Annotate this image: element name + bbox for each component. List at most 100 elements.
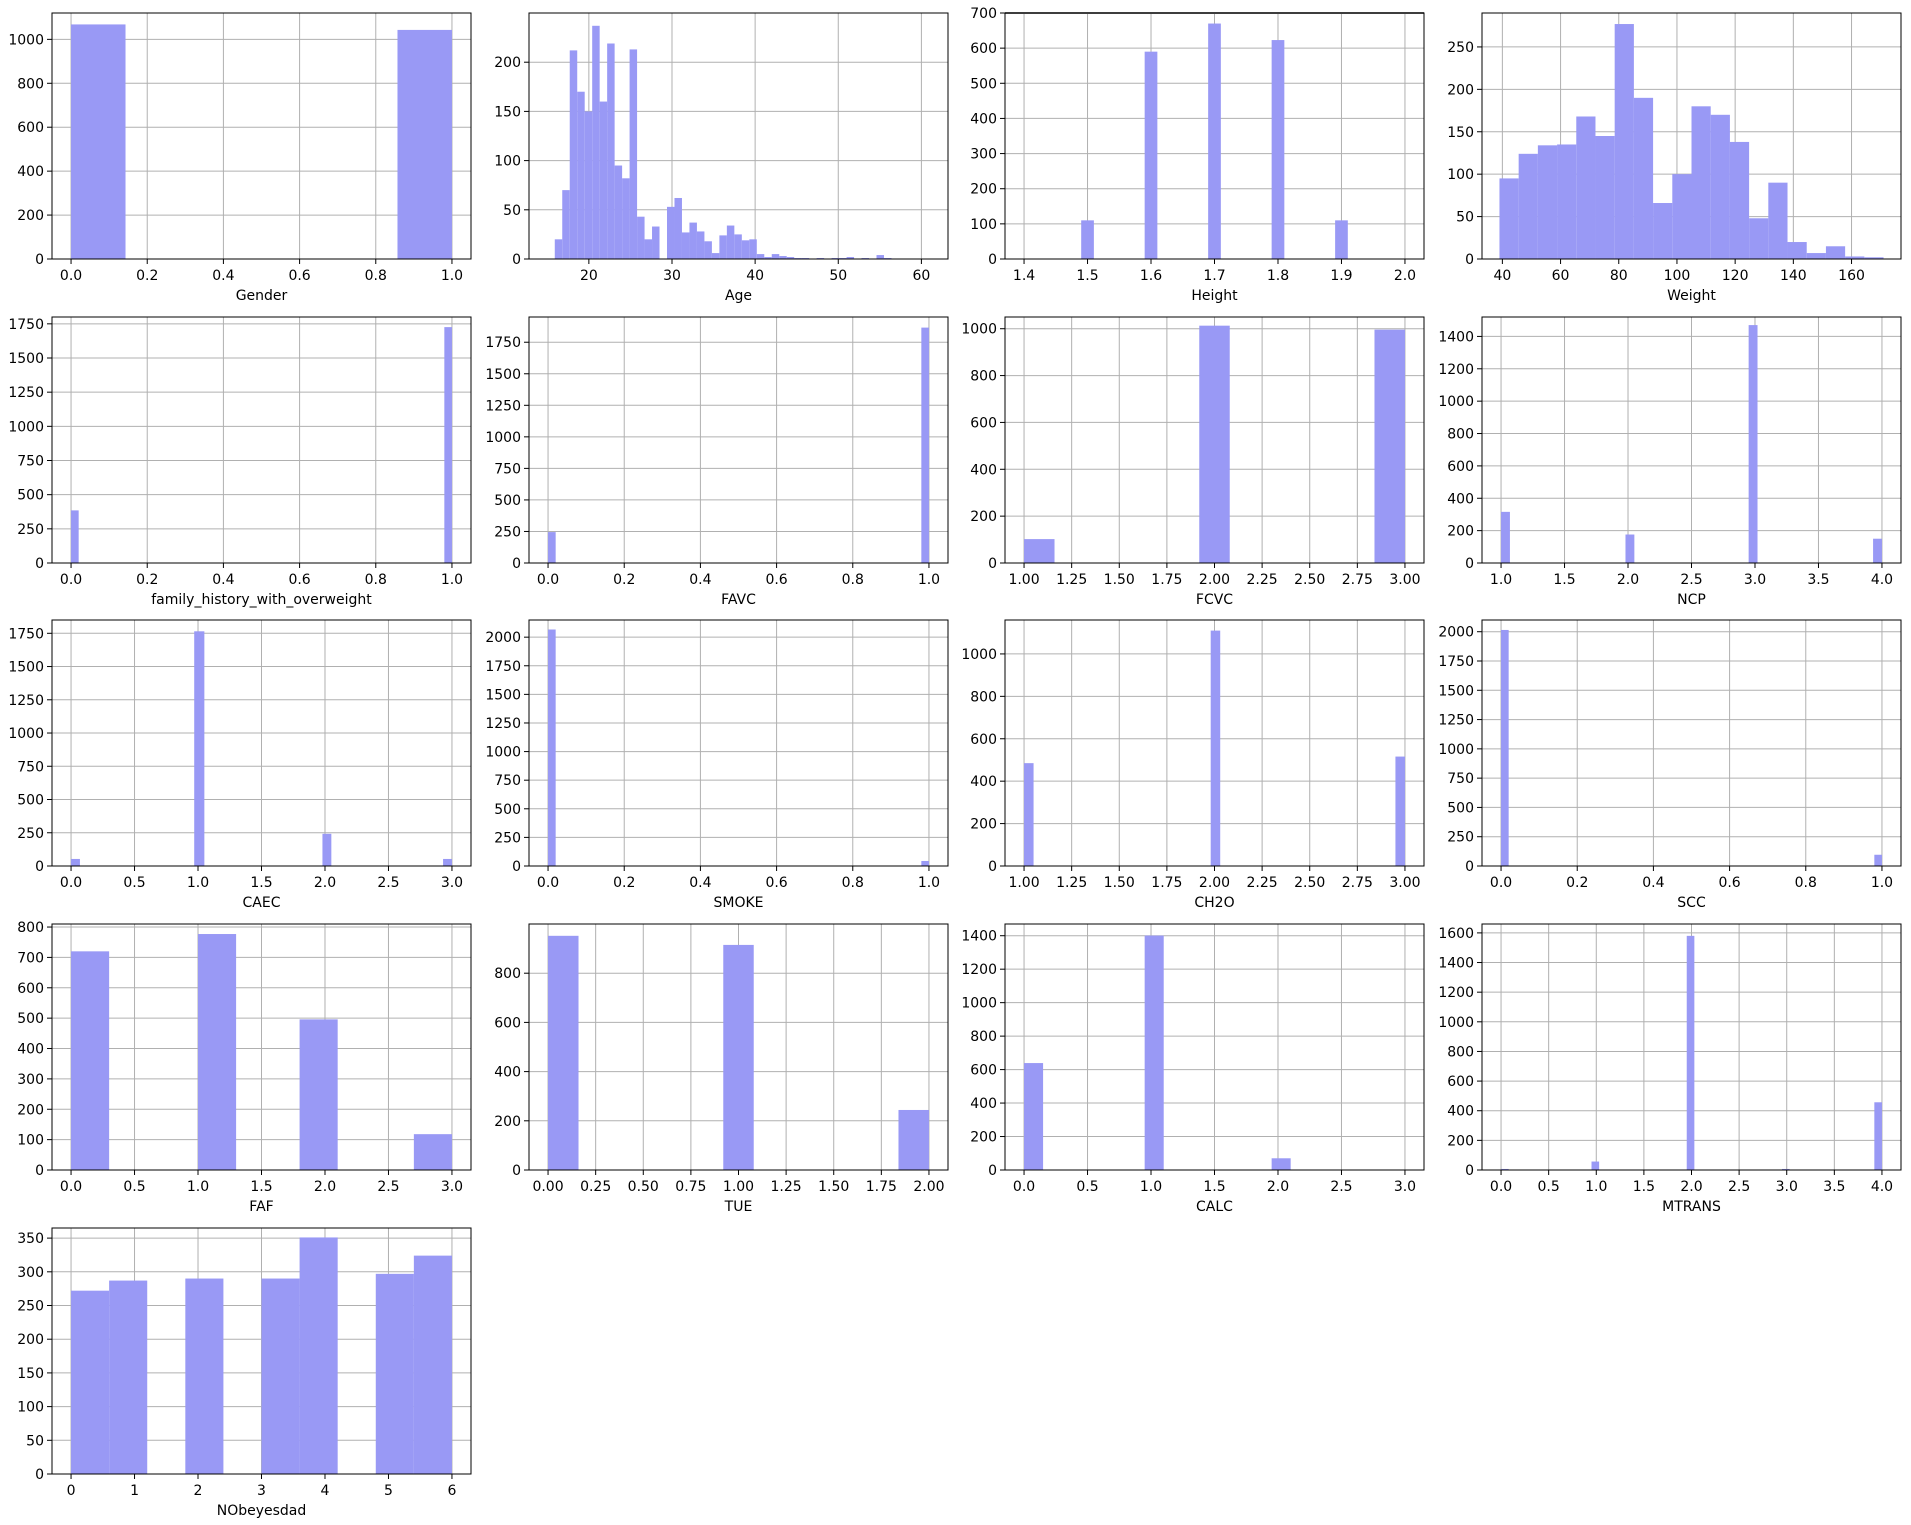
y-tick-label: 200	[970, 182, 997, 198]
x-tick-label: 3.0	[441, 1179, 463, 1195]
histogram-bar	[1335, 220, 1348, 259]
x-tick-label: 2.75	[1342, 875, 1373, 891]
histogram-bar	[1501, 629, 1509, 866]
x-tick-label: 2.25	[1247, 572, 1278, 588]
x-tick-label: 1.5	[1203, 1179, 1225, 1195]
x-tick-label: 1.0	[187, 1179, 209, 1195]
y-tick-label: 0	[1465, 252, 1474, 268]
x-tick-label: 1.5	[250, 1179, 272, 1195]
x-tick-label: 1.6	[1140, 268, 1162, 284]
histogram-bar	[584, 111, 593, 260]
histogram-bar	[719, 235, 727, 259]
y-tick-label: 1500	[8, 660, 44, 676]
x-tick-label: 0.6	[288, 268, 310, 284]
y-tick-label: 200	[494, 55, 521, 71]
x-tick-label: 160	[1838, 268, 1865, 284]
y-tick-label: 500	[1447, 800, 1474, 816]
y-tick-label: 800	[970, 689, 997, 705]
histogram-bar	[1374, 329, 1405, 563]
axes-frame	[528, 12, 949, 260]
histogram-ncp: 1.0 1.5 2.0 2.5 3.0 3.5 4.0 0 200 400 600 800 1000 12…	[1438, 316, 1902, 608]
histogram-bar	[71, 858, 80, 866]
x-tick-label: 1.50	[1104, 572, 1135, 588]
histogram-bar	[644, 239, 653, 259]
histogram-bar	[1691, 106, 1711, 259]
histogram-bar	[667, 206, 675, 259]
y-tick-label: 1200	[961, 962, 997, 978]
x-tick-label: 0.4	[1642, 875, 1664, 891]
x-tick-label: 1.0	[441, 572, 463, 588]
x-tick-label: 0.6	[765, 875, 787, 891]
x-tick-label: 0	[67, 1483, 76, 1499]
histogram-bar	[1501, 1168, 1509, 1170]
x-axis-label: SCC	[1677, 895, 1706, 911]
histogram-weight: 40 60 80 100 120 140 160 0 50 100 150 200 250 Weight	[1447, 12, 1902, 304]
x-tick-label: 1.50	[1104, 875, 1135, 891]
x-tick-label: 1.25	[1056, 572, 1087, 588]
x-tick-label: 20	[580, 268, 598, 284]
x-tick-label: 1.00	[1008, 572, 1039, 588]
y-tick-label: 500	[494, 493, 521, 509]
histogram-bar	[1024, 539, 1055, 563]
x-tick-label: 0.6	[1718, 875, 1740, 891]
x-tick-label: 1.7	[1203, 268, 1225, 284]
x-tick-label: 3.0	[1394, 1179, 1416, 1195]
y-tick-label: 1250	[485, 398, 521, 414]
x-tick-label: 30	[663, 268, 681, 284]
x-tick-label: 2.25	[1247, 875, 1278, 891]
histogram-bar	[771, 254, 780, 259]
x-tick-label: 40	[746, 268, 764, 284]
histogram-bar	[622, 178, 630, 259]
y-tick-label: 600	[17, 981, 44, 997]
y-tick-label: 150	[494, 104, 521, 120]
y-tick-label: 2000	[1438, 625, 1474, 641]
x-axis-label: NObeyesdad	[217, 1503, 307, 1519]
y-tick-label: 0	[35, 1163, 44, 1179]
x-axis-label: Height	[1191, 288, 1238, 304]
y-tick-label: 1000	[961, 322, 997, 338]
y-tick-label: 0	[988, 252, 997, 268]
x-tick-label: 0.8	[1795, 875, 1817, 891]
histogram-bar	[1787, 242, 1807, 259]
histogram-bar	[1874, 1102, 1882, 1170]
histogram-bar	[592, 25, 600, 260]
histogram-bar	[1518, 153, 1538, 259]
y-tick-label: 800	[970, 1029, 997, 1045]
x-axis-label: CAEC	[243, 895, 281, 911]
x-tick-label: 0.0	[60, 572, 82, 588]
y-tick-label: 50	[26, 1433, 44, 1449]
x-tick-label: 1.75	[1151, 572, 1182, 588]
y-tick-label: 0	[988, 859, 997, 875]
y-tick-label: 250	[494, 830, 521, 846]
x-tick-label: 2.0	[314, 1179, 336, 1195]
y-tick-label: 200	[1447, 524, 1474, 540]
histogram-bar	[71, 510, 79, 563]
x-tick-label: 1.5	[1076, 268, 1098, 284]
x-tick-label: 1.00	[1008, 875, 1039, 891]
y-tick-label: 800	[970, 369, 997, 385]
x-tick-label: 0.5	[1076, 1179, 1098, 1195]
x-tick-label: 2.0	[1617, 572, 1639, 588]
x-axis-label: Weight	[1667, 288, 1716, 304]
y-tick-label: 200	[970, 817, 997, 833]
y-tick-label: 600	[970, 41, 997, 57]
histogram-bar	[322, 833, 332, 866]
y-tick-label: 250	[17, 826, 44, 842]
x-axis-label: MTRANS	[1662, 1199, 1721, 1215]
histogram-fcvc: 1.00 1.25 1.50 1.75 2.00 2.25 2.50 2.75 3.00 0 200…	[961, 316, 1425, 608]
y-tick-label: 1600	[1438, 926, 1474, 942]
y-tick-label: 200	[17, 1332, 44, 1348]
x-axis-label: family_history_with_overweight	[151, 592, 372, 608]
y-tick-label: 1000	[8, 32, 44, 48]
y-tick-label: 200	[1447, 1133, 1474, 1149]
histogram-bar	[652, 226, 660, 259]
y-tick-label: 1500	[8, 351, 44, 367]
histogram-bar	[548, 532, 556, 563]
histogram-bar	[764, 257, 772, 259]
histogram-bar	[1024, 763, 1034, 866]
x-tick-label: 40	[1493, 268, 1511, 284]
y-tick-label: 1200	[1438, 362, 1474, 378]
x-tick-label: 0.0	[1490, 1179, 1512, 1195]
histogram-bar	[921, 327, 929, 563]
x-tick-label: 0.2	[136, 572, 158, 588]
